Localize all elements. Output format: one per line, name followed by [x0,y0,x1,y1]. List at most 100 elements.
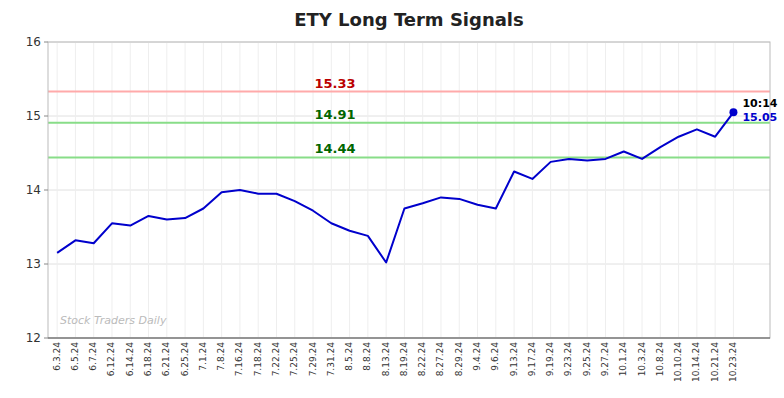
grid-line [532,42,533,338]
reference-line [48,156,770,158]
x-tick-label: 10.3.24 [637,342,647,377]
x-tick-label: 8.8.24 [362,342,372,371]
y-tick [44,264,48,265]
y-tick-label: 13 [26,257,41,271]
grid-line [166,42,167,338]
x-tick-label: 7.16.24 [234,342,244,377]
y-tick-label: 14 [26,183,41,197]
grid-line [221,42,222,338]
x-tick-label: 8.19.24 [399,342,409,377]
grid-line [258,42,259,338]
x-tick-label: 6.3.24 [52,342,62,371]
grid-line [48,190,770,191]
x-tick-label: 6.21.24 [161,342,171,377]
x-axis-line [48,337,770,338]
grid-line [605,42,606,338]
grid-line [48,264,770,265]
x-tick-label: 10.10.24 [673,342,683,382]
chart: ETY Long Term Signals Stock Traders Daily… [0,0,784,398]
reference-label: 14.44 [314,141,355,156]
grid-line [678,42,679,338]
reference-line [48,91,770,93]
watermark: Stock Traders Daily [60,314,167,327]
grid-line [276,42,277,338]
grid-line [696,42,697,338]
last-time-label: 10:14 [742,97,777,110]
x-tick-label: 7.8.24 [216,342,226,371]
grid-line [440,42,441,338]
grid-line [715,42,716,338]
y-tick [44,116,48,117]
price-line [57,112,733,262]
last-point [729,108,737,116]
grid-line [733,42,734,338]
x-tick-label: 9.23.24 [563,342,573,377]
grid-line [660,42,661,338]
x-tick-label: 9.4.24 [472,342,482,371]
grid-line [75,42,76,338]
x-tick-label: 10.23.24 [728,342,738,382]
x-tick-label: 7.1.24 [198,342,208,371]
plot-frame [48,42,770,338]
y-tick-label: 16 [26,35,41,49]
x-tick-label: 9.27.24 [600,342,610,377]
grid-line [130,42,131,338]
grid-line [459,42,460,338]
x-tick-label: 6.5.24 [70,342,80,371]
plot-area [48,92,770,263]
grid-line [477,42,478,338]
x-tick-label: 7.25.24 [289,342,299,377]
grid-line [514,42,515,338]
y-tick-label: 12 [26,331,41,345]
x-tick-label: 9.6.24 [490,342,500,371]
last-price-label: 15.05 [742,111,777,124]
grid-line [386,42,387,338]
grid-line [294,42,295,338]
x-tick-label: 8.22.24 [417,342,427,377]
x-tick-label: 9.13.24 [509,342,519,377]
x-tick-label: 7.31.24 [326,342,336,377]
grid-line [404,42,405,338]
reference-line [48,122,770,124]
y-tick-label: 15 [26,109,41,123]
x-tick-label: 6.7.24 [88,342,98,371]
x-tick-label: 8.13.24 [381,342,391,377]
grid-line [111,42,112,338]
y-tick [44,338,48,339]
grid-line [422,42,423,338]
x-tick-label: 8.29.24 [454,342,464,377]
grid-line [48,338,770,339]
grid [48,42,770,338]
x-tick-label: 7.22.24 [271,342,281,377]
x-tick-label: 10.1.24 [618,342,628,377]
grid-line [48,116,770,117]
x-tick-label: 8.5.24 [344,342,354,371]
x-tick-label: 10.21.24 [710,342,720,382]
x-tick-label: 7.18.24 [253,342,263,377]
x-tick-label: 10.14.24 [691,342,701,382]
x-tick-label: 6.14.24 [125,342,135,377]
x-tick-label: 7.29.24 [308,342,318,377]
grid-line [642,42,643,338]
grid-line [93,42,94,338]
grid-line [550,42,551,338]
reference-label: 15.33 [314,76,355,91]
x-tick-label: 6.18.24 [143,342,153,377]
grid-line [313,42,314,338]
y-tick [44,42,48,43]
grid-line [203,42,204,338]
x-tick-label: 9.19.24 [545,342,555,377]
x-tick-label: 10.8.24 [655,342,665,377]
grid-line [623,42,624,338]
grid-line [367,42,368,338]
grid-line [148,42,149,338]
x-tick-label: 9.25.24 [582,342,592,377]
grid-line [568,42,569,338]
x-tick-label: 6.12.24 [106,342,116,377]
grid-line [495,42,496,338]
grid-line [587,42,588,338]
x-tick-label: 6.25.24 [180,342,190,377]
title: ETY Long Term Signals [294,9,524,30]
grid-line [185,42,186,338]
x-tick-label: 8.27.24 [435,342,445,377]
